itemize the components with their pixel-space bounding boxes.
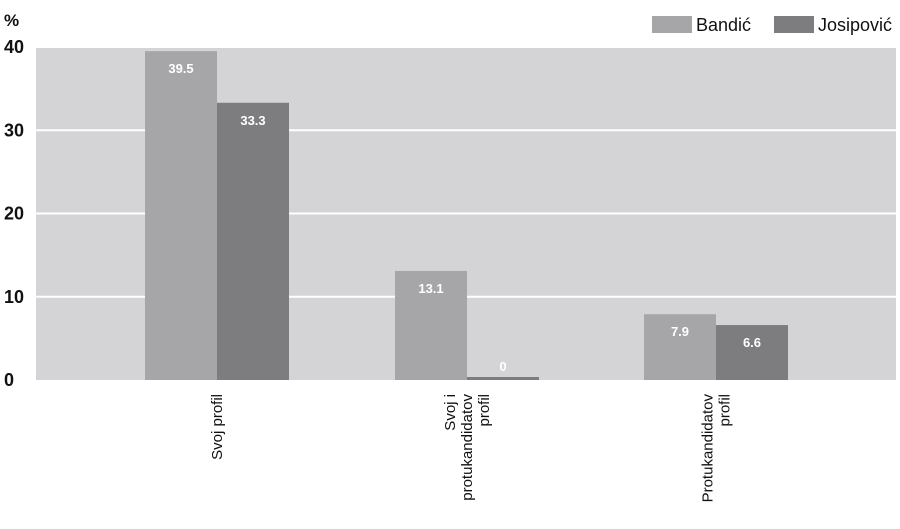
data-label: 6.6 — [743, 335, 761, 350]
legend-label: Josipović — [818, 15, 892, 35]
legend-swatch — [774, 16, 814, 33]
data-label: 39.5 — [168, 61, 193, 76]
x-category-label: Svoj i — [442, 394, 459, 431]
y-tick-label: 0 — [4, 370, 14, 390]
y-tick-label: 30 — [4, 120, 24, 140]
data-label: 7.9 — [671, 324, 689, 339]
x-category-label: Protukandidatov — [700, 394, 717, 503]
bar-josipovic-2 — [716, 325, 788, 380]
x-category-label: Svoj profil — [209, 394, 226, 460]
bar-bandic-2 — [644, 314, 716, 380]
y-tick-label: 10 — [4, 287, 24, 307]
bar-bandic-0 — [145, 51, 217, 380]
x-axis-labels: Svoj profil Svoj i protukandidatov profil Pr… — [209, 394, 734, 503]
bar-josipovic-1 — [467, 377, 539, 380]
data-label: 0 — [499, 359, 506, 374]
x-category-label: profil — [476, 394, 493, 427]
data-label: 13.1 — [418, 281, 443, 296]
data-label: 33.3 — [240, 113, 265, 128]
bar-bandic-1 — [395, 270, 467, 380]
bars — [145, 51, 788, 380]
y-axis-ticks: 0 10 20 30 40 — [4, 37, 24, 390]
x-category-label: protukandidatov — [459, 394, 476, 501]
y-tick-label: 20 — [4, 204, 24, 224]
legend-label: Bandić — [696, 15, 751, 35]
y-axis-unit: % — [4, 11, 19, 30]
legend: Bandić Josipović — [652, 15, 892, 35]
bar-josipovic-0 — [217, 102, 289, 380]
legend-swatch — [652, 16, 692, 33]
x-category-label: profil — [717, 394, 734, 427]
data-labels: 39.5 13.1 7.9 33.3 0 6.6 — [168, 61, 761, 374]
y-tick-label: 40 — [4, 37, 24, 57]
